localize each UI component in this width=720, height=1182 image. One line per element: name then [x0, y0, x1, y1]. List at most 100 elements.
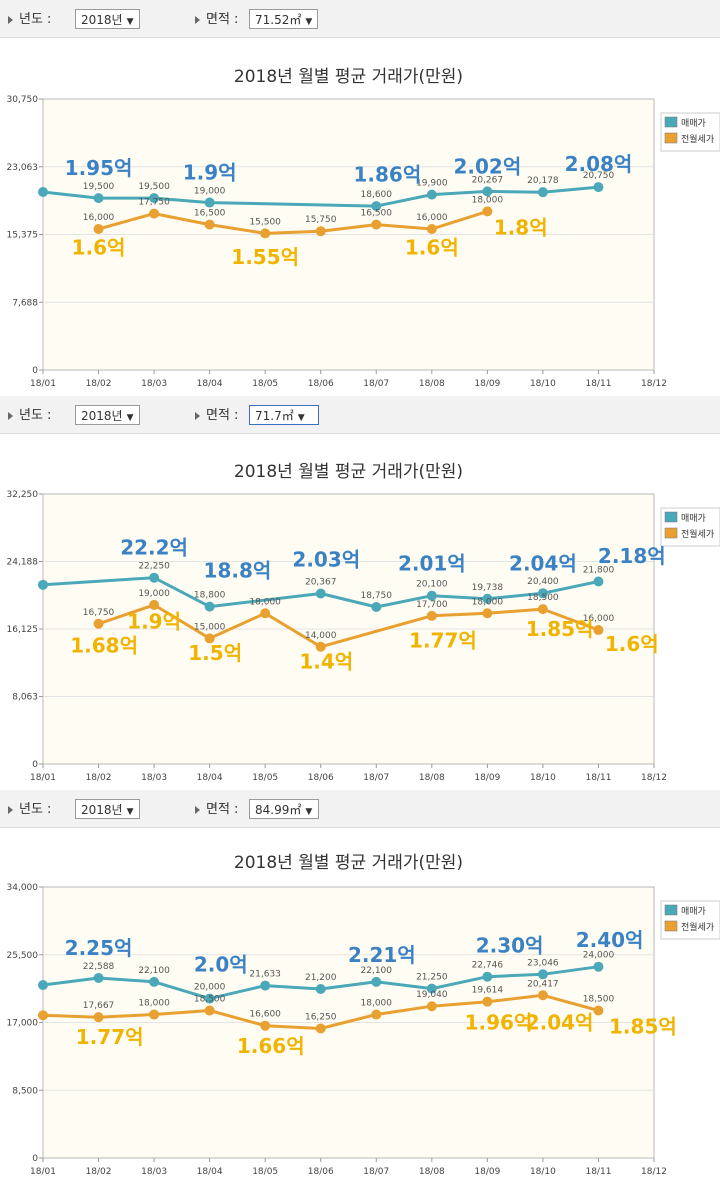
value-annotation: 2.40억 [576, 928, 644, 952]
y-tick-label: 30,750 [7, 95, 39, 105]
data-point [38, 1010, 48, 1021]
legend-label: 전월세가 [681, 528, 714, 540]
x-tick-label: 18/04 [197, 379, 223, 389]
data-point [593, 1005, 604, 1016]
y-tick-label: 16,125 [7, 625, 39, 635]
legend-swatch [664, 116, 678, 128]
y-tick-label: 15,375 [7, 231, 39, 241]
dropdown-arrow-icon: ▼ [305, 17, 313, 27]
data-label: 15,000 [194, 622, 226, 632]
data-label: 16,500 [361, 209, 393, 219]
value-annotation: 1.85억 [609, 1015, 677, 1039]
data-label: 16,000 [583, 614, 615, 624]
data-point [204, 633, 215, 644]
x-tick-label: 18/05 [252, 379, 278, 389]
dropdown-arrow-icon: ▼ [305, 807, 313, 817]
filter-bar-1: 년도 : 2018년 ▼ 면적 : 71.52㎡ ▼ [0, 0, 720, 38]
chart-3: 2018년 월별 평균 거래가(만원) 0 8,500 17,000 25,500 34,… [7, 853, 720, 1177]
data-label: 20,178 [527, 176, 559, 186]
value-annotation: 2.18억 [598, 544, 666, 568]
x-tick-label: 18/02 [86, 379, 112, 389]
chart-1: 2018년 월별 평균 거래가(만원) 0 7,688 15,375 23,063 30,… [7, 67, 720, 389]
x-tick-label: 18/07 [363, 379, 389, 389]
data-point [204, 197, 215, 208]
data-point [260, 1020, 271, 1031]
data-point [260, 608, 271, 619]
y-tick-label: 0 [32, 366, 38, 376]
data-label: 17,700 [416, 600, 448, 610]
data-point [93, 618, 104, 629]
year-filter-label: 년도 : [8, 800, 51, 820]
data-point [537, 588, 548, 599]
x-tick-label: 18/02 [86, 1167, 112, 1177]
value-annotation: 1.77억 [409, 629, 477, 653]
value-annotation: 2.01억 [398, 552, 466, 576]
y-tick-label: 24,188 [7, 558, 39, 568]
x-tick-label: 18/01 [30, 379, 56, 389]
data-label: 20,750 [583, 171, 615, 181]
data-point [93, 972, 104, 983]
area-select[interactable]: 71.52㎡ ▼ [249, 9, 319, 29]
data-point [371, 602, 382, 613]
x-tick-label: 18/08 [419, 379, 445, 389]
y-tick-label: 34,000 [7, 883, 39, 893]
area-filter-label: 면적 : [195, 800, 238, 820]
data-label: 18,000 [249, 597, 281, 607]
year-select[interactable]: 2018년 ▼ [75, 405, 140, 425]
value-annotation: 1.6억 [72, 236, 126, 260]
triangle-bullet-icon [195, 805, 200, 814]
value-annotation: 2.04억 [526, 1011, 594, 1035]
legend-swatch [664, 920, 678, 932]
data-point [260, 980, 271, 991]
data-point [204, 1005, 215, 1016]
x-tick-label: 18/05 [252, 773, 278, 783]
data-point [38, 579, 48, 590]
data-point [593, 182, 604, 193]
data-label: 21,200 [305, 973, 337, 983]
value-annotation: 1.85억 [526, 617, 594, 641]
x-tick-label: 18/07 [363, 773, 389, 783]
data-label: 16,600 [249, 1010, 281, 1020]
x-tick-label: 18/02 [86, 773, 112, 783]
data-point [315, 984, 326, 995]
data-point [593, 961, 604, 972]
data-label: 19,900 [416, 179, 448, 189]
area-select[interactable]: 71.7㎡ ▼ [249, 405, 319, 425]
value-annotation: 2.25억 [65, 936, 133, 960]
data-point [426, 610, 437, 621]
data-point [315, 588, 326, 599]
value-annotation: 1.68억 [70, 634, 138, 658]
data-label: 20,000 [194, 983, 226, 993]
y-tick-label: 23,063 [7, 163, 39, 173]
data-point [482, 608, 493, 619]
data-label: 18,750 [361, 591, 393, 601]
year-select[interactable]: 2018년 ▼ [75, 799, 140, 819]
triangle-bullet-icon [8, 15, 13, 24]
value-annotation: 1.66억 [237, 1034, 305, 1058]
x-tick-label: 18/04 [197, 773, 223, 783]
year-select[interactable]: 2018년 ▼ [75, 9, 140, 29]
y-tick-label: 17,000 [7, 1019, 39, 1029]
data-point [149, 976, 160, 987]
value-annotation: 1.95억 [65, 156, 133, 180]
data-label: 19,000 [138, 589, 170, 599]
data-point [537, 604, 548, 615]
triangle-bullet-icon [195, 15, 200, 24]
x-tick-label: 18/09 [474, 1167, 500, 1177]
data-point [149, 572, 160, 583]
data-label: 18,500 [527, 593, 559, 603]
area-select[interactable]: 84.99㎡ ▼ [249, 799, 319, 819]
x-tick-label: 18/11 [585, 773, 611, 783]
data-label: 20,367 [305, 577, 337, 587]
x-tick-label: 18/10 [530, 1167, 556, 1177]
data-label: 22,100 [138, 966, 170, 976]
value-annotation: 1.77억 [76, 1025, 144, 1049]
x-tick-label: 18/03 [141, 773, 167, 783]
year-filter-label: 년도 : [8, 10, 51, 30]
chart-panel-1: 년도 : 2018년 ▼ 면적 : 71.52㎡ ▼ 2018년 월별 평균 거래가… [0, 0, 720, 396]
data-label: 19,500 [83, 182, 115, 192]
data-point [426, 590, 437, 601]
value-annotation: 1.86억 [354, 162, 422, 186]
legend-swatch [664, 904, 678, 916]
data-point [93, 193, 104, 204]
